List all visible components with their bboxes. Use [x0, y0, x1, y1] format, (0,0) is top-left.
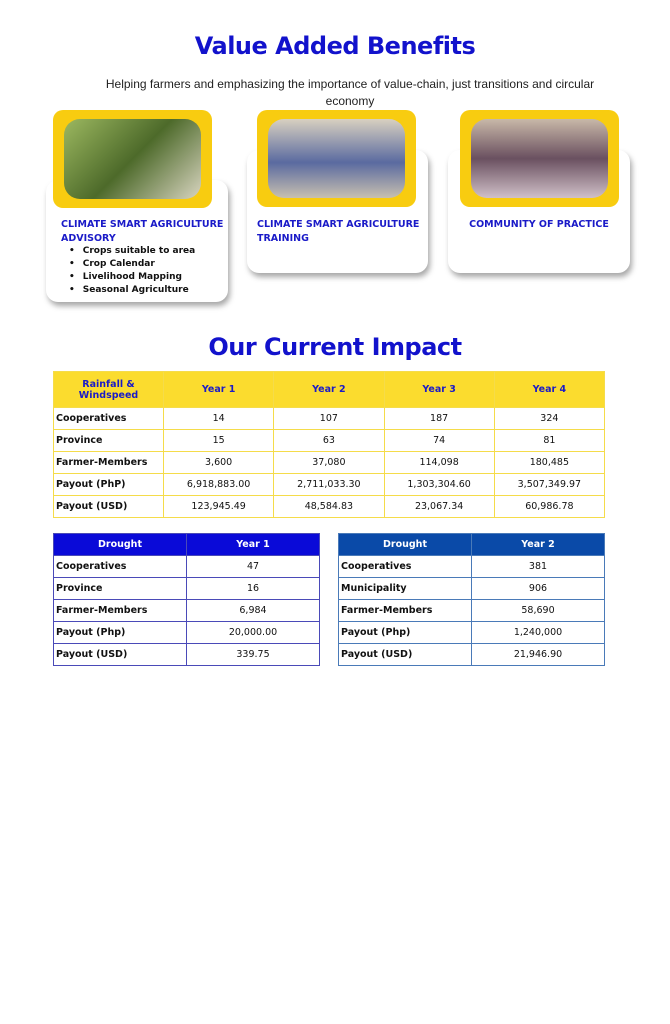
- table-cell: 47: [186, 555, 320, 578]
- column-header: Year 2: [471, 533, 605, 556]
- table-cell: 15: [162, 429, 275, 452]
- table-cell: 23,067.34: [383, 495, 495, 518]
- table-cell: 16: [186, 577, 320, 600]
- column-header: Year 1: [186, 533, 320, 556]
- column-header: Drought: [338, 533, 472, 556]
- list-item: Crop Calendar: [63, 258, 195, 271]
- benefits-title: Value Added Benefits: [194, 32, 476, 60]
- table-cell: 187: [383, 407, 495, 430]
- row-label: Farmer-Members: [338, 599, 472, 622]
- table-row: Province 16: [53, 577, 320, 600]
- row-label: Cooperatives: [53, 407, 164, 430]
- row-label: Payout (USD): [53, 643, 187, 666]
- advisory-photo: [53, 110, 212, 208]
- column-header: Year 2: [273, 371, 385, 408]
- table-row: Payout (PhP) 6,918,883.00 2,711,033.30 1,30…: [53, 473, 606, 496]
- list-item: Crops suitable to area: [63, 245, 195, 258]
- row-label: Municipality: [338, 577, 472, 600]
- table-cell: 63: [273, 429, 385, 452]
- row-label: Payout (Php): [53, 621, 187, 644]
- table-cell: 37,080: [273, 451, 385, 474]
- table-cell: 14: [162, 407, 275, 430]
- table-row: Payout (USD) 21,946.90: [338, 643, 605, 666]
- drought-year1-table: Drought Year 1 Cooperatives 47 Province 16 Fa…: [53, 533, 320, 666]
- table-cell: 2,711,033.30: [273, 473, 385, 496]
- table-row: Cooperatives 381: [338, 555, 605, 578]
- table-cell: 107: [273, 407, 385, 430]
- impact-title: Our Current Impact: [208, 333, 462, 361]
- advisory-list: Crops suitable to area Crop Calendar Liv…: [63, 245, 195, 297]
- card-title: COMMUNITY OF PRACTICE: [469, 219, 609, 230]
- table-cell: 21,946.90: [471, 643, 605, 666]
- table-cell: 123,945.49: [162, 495, 275, 518]
- table-row: Payout (USD) 339.75: [53, 643, 320, 666]
- table-cell: 381: [471, 555, 605, 578]
- row-label: Payout (USD): [53, 495, 164, 518]
- list-item: Seasonal Agriculture: [63, 284, 195, 297]
- table-cell: 58,690: [471, 599, 605, 622]
- column-header: Year 1: [162, 371, 275, 408]
- table-cell: 180,485: [493, 451, 606, 474]
- benefits-subtitle: Helping farmers and emphasizing the impo…: [105, 77, 595, 108]
- row-label: Cooperatives: [338, 555, 472, 578]
- table-row: Cooperatives 14 107 187 324: [53, 407, 606, 430]
- table-cell: 114,098: [383, 451, 495, 474]
- table-cell: 339.75: [186, 643, 320, 666]
- row-label: Payout (PhP): [53, 473, 164, 496]
- table-cell: 48,584.83: [273, 495, 385, 518]
- column-header: Rainfall & Windspeed: [53, 371, 164, 408]
- row-label: Payout (USD): [338, 643, 472, 666]
- table-cell: 81: [493, 429, 606, 452]
- table-cell: 324: [493, 407, 606, 430]
- table-cell: 60,986.78: [493, 495, 606, 518]
- training-photo: [257, 110, 416, 207]
- table-cell: 1,303,304.60: [383, 473, 495, 496]
- row-label: Province: [53, 429, 164, 452]
- table-row: Farmer-Members 3,600 37,080 114,098 180,485: [53, 451, 606, 474]
- table-row: Municipality 906: [338, 577, 605, 600]
- row-label: Payout (Php): [338, 621, 472, 644]
- table-cell: 3,600: [162, 451, 275, 474]
- row-label: Farmer-Members: [53, 599, 187, 622]
- row-label: Province: [53, 577, 187, 600]
- table-row: Farmer-Members 58,690: [338, 599, 605, 622]
- column-header: Year 4: [493, 371, 606, 408]
- table-cell: 1,240,000: [471, 621, 605, 644]
- table-cell: 906: [471, 577, 605, 600]
- table-row: Farmer-Members 6,984: [53, 599, 320, 622]
- row-label: Farmer-Members: [53, 451, 164, 474]
- card-title: CLIMATE SMART AGRICULTURE ADVISORY: [61, 219, 224, 244]
- table-cell: 3,507,349.97: [493, 473, 606, 496]
- table-cell: 74: [383, 429, 495, 452]
- rainfall-table: Rainfall & Windspeed Year 1 Year 2 Year 3 Ye…: [53, 371, 606, 518]
- card-title: CLIMATE SMART AGRICULTURE TRAINING: [257, 219, 420, 244]
- table-row: Payout (Php) 20,000.00: [53, 621, 320, 644]
- table-row: Cooperatives 47: [53, 555, 320, 578]
- list-item: Livelihood Mapping: [63, 271, 195, 284]
- table-cell: 6,984: [186, 599, 320, 622]
- column-header: Year 3: [383, 371, 495, 408]
- table-row: Payout (USD) 123,945.49 48,584.83 23,067.34…: [53, 495, 606, 518]
- table-row: Province 15 63 74 81: [53, 429, 606, 452]
- table-cell: 6,918,883.00: [162, 473, 275, 496]
- row-label: Cooperatives: [53, 555, 187, 578]
- drought-year2-table: Drought Year 2 Cooperatives 381 Municipalit…: [338, 533, 605, 666]
- table-row: Payout (Php) 1,240,000: [338, 621, 605, 644]
- column-header: Drought: [53, 533, 187, 556]
- community-photo: [460, 110, 619, 207]
- table-cell: 20,000.00: [186, 621, 320, 644]
